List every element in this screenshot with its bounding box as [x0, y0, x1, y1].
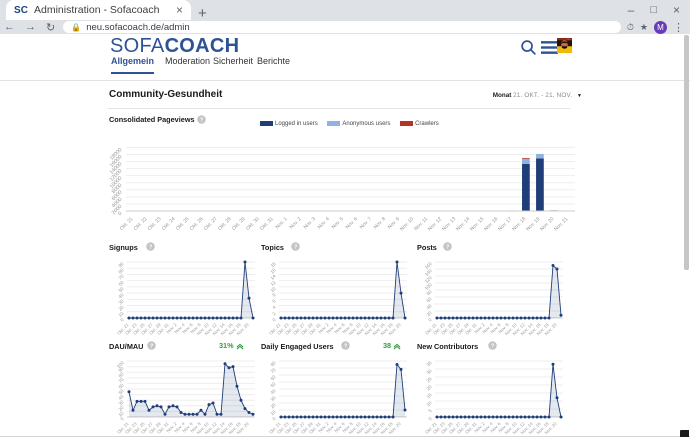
svg-text:30: 30 — [426, 368, 433, 375]
svg-text:Okt. 28: Okt. 28 — [217, 216, 233, 231]
svg-text:Nov. 5: Nov. 5 — [331, 216, 345, 230]
svg-text:Okt. 30: Okt. 30 — [245, 216, 261, 231]
svg-text:15: 15 — [426, 392, 433, 399]
svg-text:?: ? — [446, 245, 449, 251]
svg-text:Okt. 27: Okt. 27 — [203, 216, 219, 231]
svg-text:Nov. 8: Nov. 8 — [373, 216, 387, 230]
svg-text:Okt. 21: Okt. 21 — [119, 216, 135, 231]
svg-text:20: 20 — [426, 310, 433, 317]
svg-text:Okt. 25: Okt. 25 — [175, 216, 191, 231]
svg-text:20: 20 — [426, 384, 433, 391]
svg-text:Nov. 21: Nov. 21 — [553, 216, 569, 231]
svg-text:40: 40 — [426, 303, 433, 310]
svg-text:60: 60 — [426, 296, 433, 303]
svg-text:?: ? — [200, 117, 203, 123]
svg-text:25: 25 — [426, 376, 433, 383]
svg-text:Nov. 1: Nov. 1 — [275, 216, 289, 230]
svg-text:?: ? — [294, 245, 297, 251]
svg-text:10: 10 — [426, 400, 433, 407]
svg-text:Nov. 7: Nov. 7 — [359, 216, 373, 230]
svg-text:160: 160 — [424, 261, 433, 270]
svg-text:Nov. 4: Nov. 4 — [317, 216, 331, 230]
svg-text:Okt. 31: Okt. 31 — [259, 216, 275, 231]
svg-text:Okt. 29: Okt. 29 — [231, 216, 247, 231]
svg-text:5: 5 — [427, 408, 433, 414]
svg-text:0: 0 — [427, 416, 433, 422]
svg-text:Nov. 3: Nov. 3 — [303, 216, 317, 230]
svg-text:Nov. 2: Nov. 2 — [289, 216, 303, 230]
svg-text:Okt. 26: Okt. 26 — [189, 216, 205, 231]
svg-text:Okt. 23: Okt. 23 — [147, 216, 163, 231]
svg-text:?: ? — [150, 344, 153, 350]
svg-text:?: ? — [149, 245, 152, 251]
svg-text:Okt. 22: Okt. 22 — [133, 216, 149, 231]
svg-text:?: ? — [344, 344, 347, 350]
svg-text:Nov. 6: Nov. 6 — [345, 216, 359, 230]
svg-text:Okt. 24: Okt. 24 — [161, 216, 177, 231]
svg-text:35: 35 — [426, 360, 433, 367]
svg-text:?: ? — [491, 344, 494, 350]
